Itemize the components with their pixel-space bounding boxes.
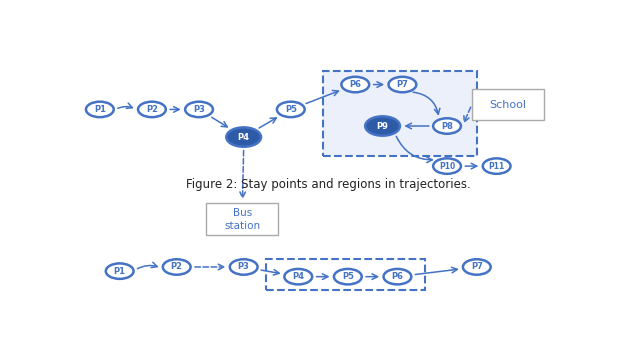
Text: P3: P3 [237,262,250,271]
Text: P10: P10 [439,162,455,171]
Text: P11: P11 [488,162,505,171]
Circle shape [433,118,461,134]
Text: P1: P1 [94,105,106,114]
Text: P6: P6 [392,272,403,281]
Text: P5: P5 [285,105,297,114]
Circle shape [483,158,511,174]
Circle shape [383,269,412,284]
Text: P4: P4 [292,272,304,281]
Text: P5: P5 [342,272,354,281]
Text: P3: P3 [193,105,205,114]
FancyBboxPatch shape [472,89,544,121]
Circle shape [365,116,400,136]
FancyBboxPatch shape [323,71,477,157]
Text: P2: P2 [171,262,183,271]
Text: P1: P1 [114,267,125,276]
Circle shape [227,127,261,147]
Circle shape [341,77,369,92]
Text: P2: P2 [146,105,158,114]
Circle shape [334,269,362,284]
Text: P8: P8 [441,121,453,131]
Circle shape [463,259,491,275]
Text: P9: P9 [376,121,388,131]
Circle shape [163,259,191,275]
FancyBboxPatch shape [207,204,278,235]
Text: P6: P6 [349,80,362,89]
Circle shape [277,102,305,117]
Circle shape [284,269,312,284]
Text: P7: P7 [396,80,408,89]
FancyBboxPatch shape [266,259,425,290]
Text: School: School [490,99,526,109]
Text: Bus
station: Bus station [225,208,260,231]
Text: Figure 2: Stay points and regions in trajectories.: Figure 2: Stay points and regions in tra… [186,178,470,191]
Circle shape [138,102,166,117]
Circle shape [388,77,416,92]
Circle shape [230,259,257,275]
Circle shape [433,158,461,174]
Circle shape [106,264,134,279]
Circle shape [86,102,114,117]
Text: P4: P4 [237,132,250,141]
Text: P7: P7 [471,262,483,271]
Circle shape [185,102,213,117]
